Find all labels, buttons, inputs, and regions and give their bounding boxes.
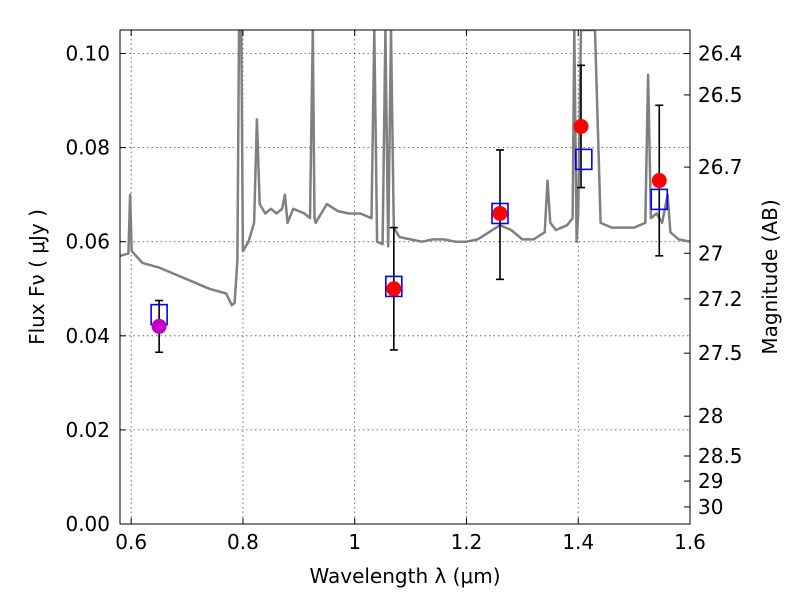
plot-frame: [119, 29, 691, 525]
y-tick-label: 0.08: [65, 136, 110, 160]
right-tick-label: 28: [698, 404, 723, 428]
right-tick-label: 29: [698, 469, 723, 493]
right-tick-label: 27.2: [698, 287, 743, 311]
y-tick-label: 0.10: [65, 42, 110, 66]
x-tick-label: 1.2: [451, 530, 483, 554]
x-axis-title: Wavelength λ (μm): [309, 564, 500, 588]
axis-ticks: 0.6 0.8 1 1.2 1.4 1.6 0.00 0.02 0.04 0.06 0.08 0.10…: [65, 30, 743, 554]
observed-point: [151, 318, 167, 334]
observed-point: [573, 118, 589, 134]
right-tick-label: 27.5: [698, 341, 743, 365]
x-tick-label: 1.4: [562, 530, 594, 554]
y-tick-label: 0.04: [65, 324, 110, 348]
model-square-point: [650, 188, 669, 211]
y-tick-label: 0.02: [65, 418, 110, 442]
right-tick-label: 26.7: [698, 155, 743, 179]
observed-point: [386, 281, 402, 297]
model-square-point: [575, 148, 593, 171]
x-tick-label: 0.8: [227, 530, 259, 554]
y-axis-title: Flux Fν ( μJy ): [25, 209, 49, 345]
model-square-point: [385, 275, 403, 298]
right-tick-label: 26.4: [698, 42, 743, 66]
model-square-point: [491, 202, 509, 225]
observed-point: [651, 173, 667, 189]
x-tick-label: 1: [348, 530, 361, 554]
right-axis-title: Magnitude (AB): [758, 199, 782, 354]
right-tick-label: 26.5: [698, 83, 743, 107]
right-tick-label: 28.5: [698, 444, 743, 468]
right-tick-label: 30: [698, 495, 723, 519]
observed-point: [492, 205, 508, 221]
markers: [150, 64, 669, 354]
y-tick-label: 0.06: [65, 230, 110, 254]
right-tick-label: 27: [698, 241, 723, 265]
x-tick-label: 1.6: [674, 530, 706, 554]
y-tick-label: 0.00: [65, 512, 110, 536]
x-tick-label: 0.6: [115, 530, 147, 554]
